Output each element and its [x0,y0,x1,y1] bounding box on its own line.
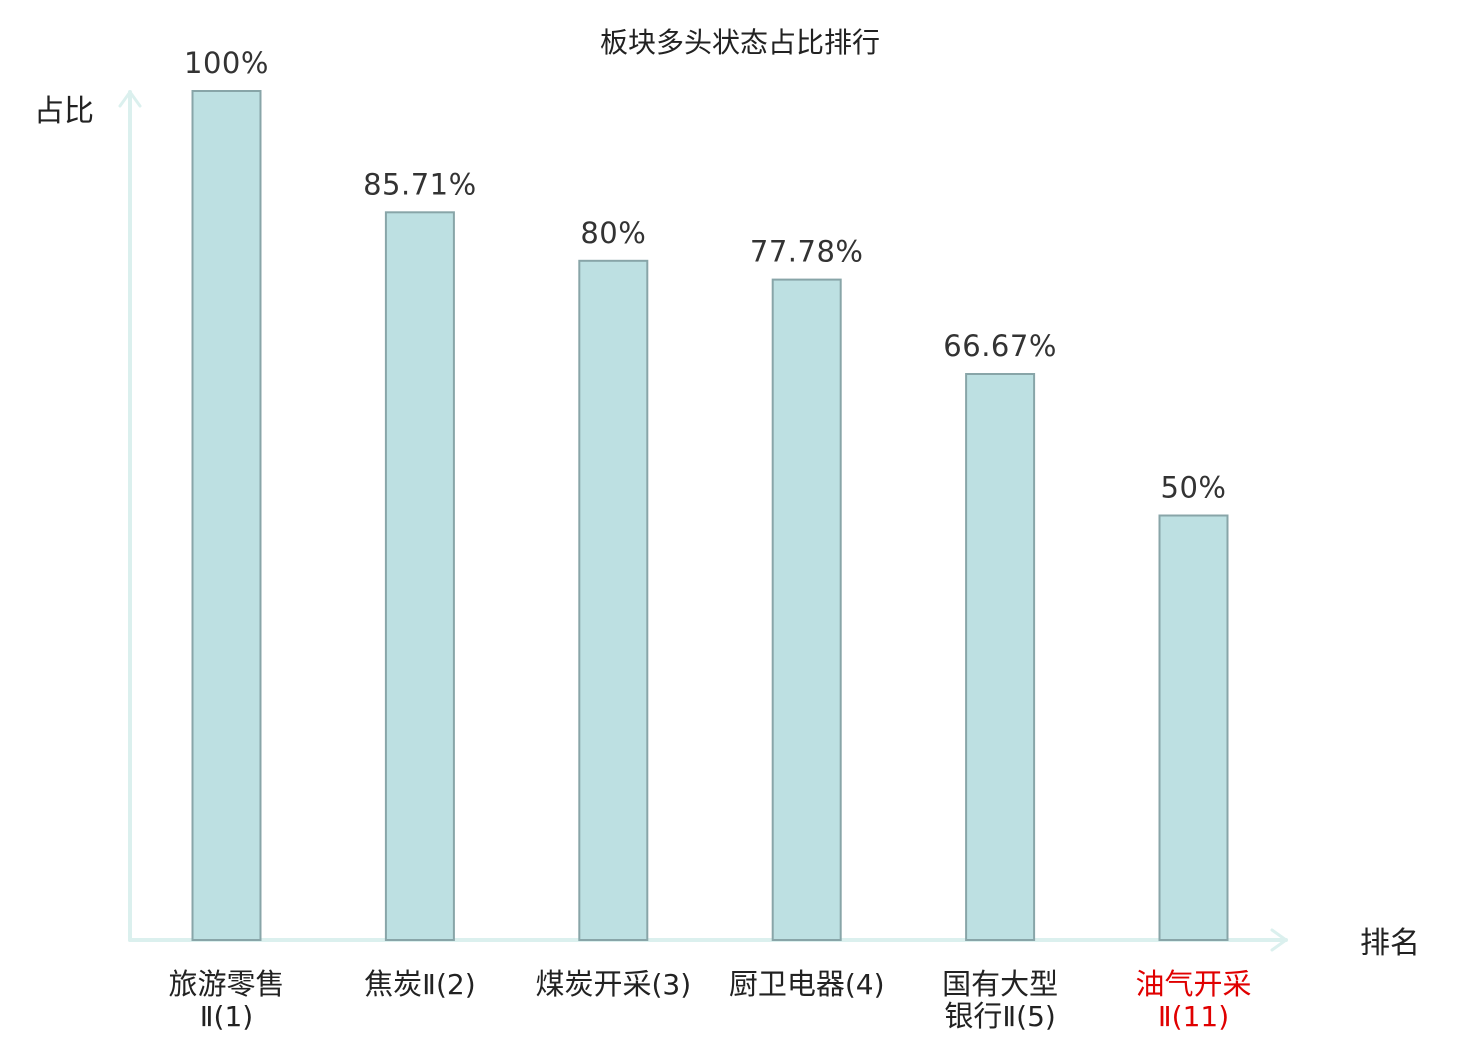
x-axis-label: 排名 [1360,926,1420,961]
category-rank: Ⅱ(5) [1002,1000,1055,1033]
category-label-5-line-1: 国有大型 [942,967,1058,1001]
bar-1 [191,90,262,941]
y-axis-label: 占比 [34,94,94,129]
x-axis-arrow-icon [1270,928,1288,952]
value-labels: 100% 85.71% 80% 77.78% 66.67% 50% [184,46,1226,505]
category-name: 煤炭开采 [535,967,651,1001]
bar-value-label-4: 77.78% [750,235,864,269]
bar-3 [578,259,649,941]
bar-2 [384,211,455,942]
chart-title: 板块多头状态占比排行 [600,26,880,59]
bar-value-label-5: 66.67% [943,329,1057,363]
bar-6 [1158,514,1229,941]
bar-value-label-6: 50% [1161,471,1227,505]
category-label-4-line-1: 厨卫电器(4) [729,967,885,1001]
bar-4 [771,278,842,942]
axes [118,90,1288,952]
y-axis-arrow-icon [118,90,142,108]
category-label-2-line-1: 焦炭Ⅱ(2) [364,967,475,1001]
category-name: 油气开采 [1135,967,1251,1001]
category-label-6-line-2: Ⅱ(11) [1158,1000,1229,1033]
category-name: 焦炭 [364,967,422,1001]
category-name: 国有大型 [942,967,1058,1001]
category-name: 旅游零售 [168,967,284,1001]
category-name: 银行 [944,999,1002,1033]
category-rank: (3) [651,968,691,1001]
category-label-5-line-2: 银行Ⅱ(5) [944,999,1055,1033]
bars [191,90,1229,942]
bar-5 [965,373,1036,941]
category-rank: Ⅱ(2) [422,968,475,1001]
category-name: 厨卫电器 [729,967,845,1001]
category-label-1-line-2: Ⅱ(1) [200,1000,253,1033]
category-label-3-line-1: 煤炭开采(3) [535,967,691,1001]
category-rank: Ⅱ(1) [200,1000,253,1033]
category-label-1-line-1: 旅游零售 [168,967,284,1001]
bar-value-label-2: 85.71% [363,167,477,201]
category-label-6-line-1: 油气开采 [1135,967,1251,1001]
category-rank: Ⅱ(11) [1158,1000,1229,1033]
category-rank: (4) [845,968,885,1001]
bar-value-label-1: 100% [184,46,269,80]
bar-value-label-3: 80% [580,216,646,250]
